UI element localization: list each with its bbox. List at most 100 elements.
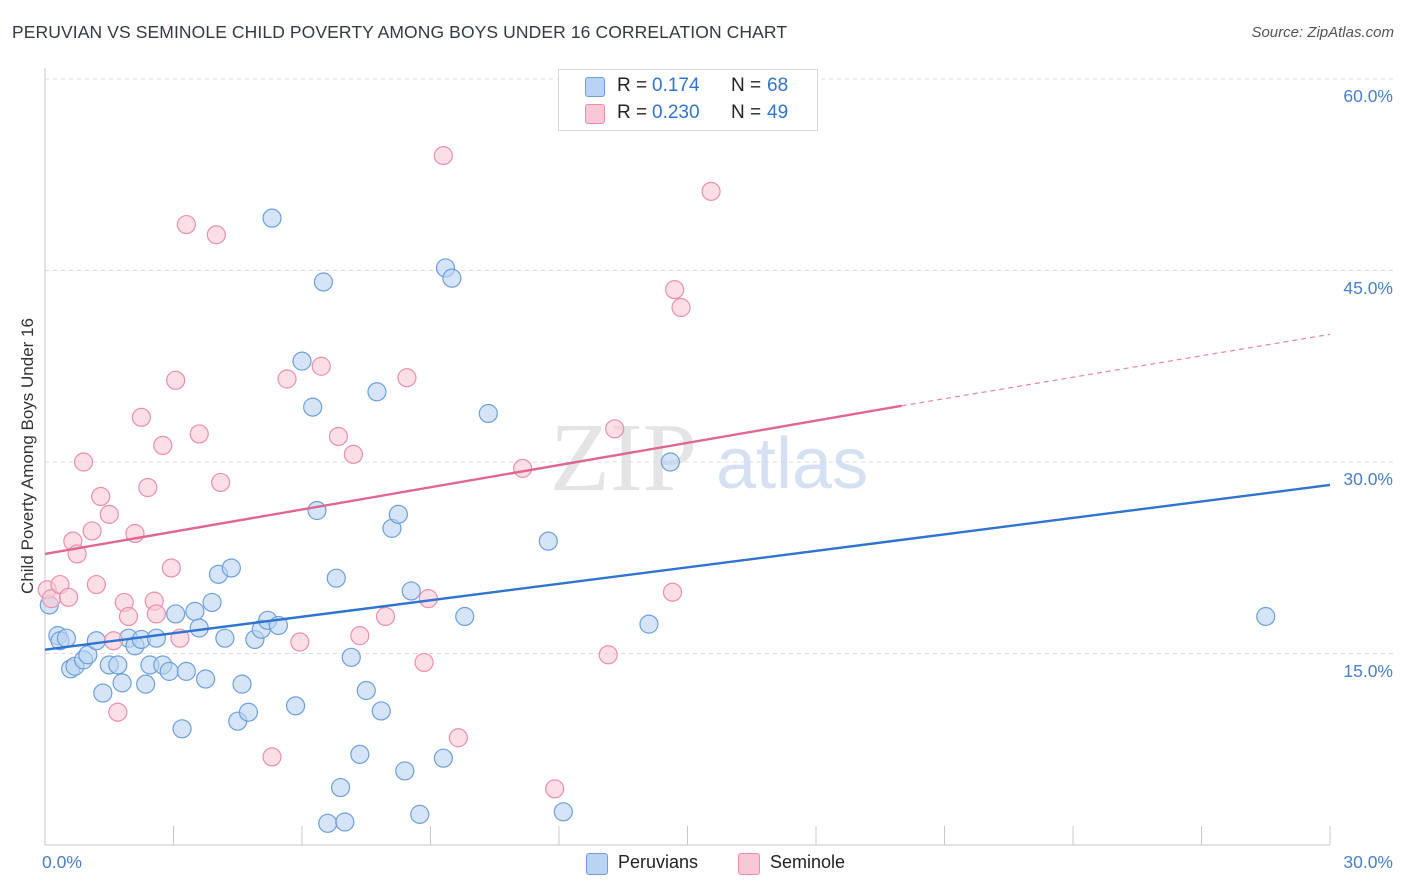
data-points — [37, 146, 1276, 833]
data-point — [131, 407, 151, 427]
watermark-atlas: atlas — [716, 424, 868, 504]
legend-r-value: 0.174 — [652, 75, 700, 96]
chart-title: PERUVIAN VS SEMINOLE CHILD POVERTY AMONG… — [12, 22, 788, 42]
data-point — [146, 628, 166, 648]
data-point — [86, 631, 107, 651]
regression-line-seminole — [44, 404, 902, 556]
x-tick-label-max: 30.0% — [1343, 852, 1393, 872]
legend-r-label: R = — [617, 102, 648, 123]
data-point — [665, 280, 685, 300]
series-swatch-pink — [738, 853, 760, 875]
data-point — [262, 208, 282, 228]
data-point — [538, 531, 558, 551]
data-point — [108, 702, 128, 722]
data-point — [388, 504, 408, 524]
data-point — [93, 683, 113, 703]
data-point — [326, 568, 346, 588]
data-point — [318, 813, 338, 833]
legend-n-label: N = — [731, 75, 762, 96]
correlation-legend: R = 0.174 N = 68 R = 0.230 N = 49 — [558, 69, 818, 131]
data-point — [553, 802, 573, 822]
data-point — [639, 614, 659, 634]
data-point — [86, 574, 107, 595]
data-point — [166, 370, 186, 390]
data-point — [433, 748, 453, 768]
data-point — [112, 673, 132, 693]
data-point — [356, 680, 376, 701]
data-point — [99, 504, 119, 524]
data-point — [311, 356, 331, 376]
legend-n-label: N = — [731, 102, 762, 123]
data-point — [330, 777, 351, 798]
data-point — [176, 661, 196, 681]
data-point — [335, 812, 355, 832]
x-tick-label-min: 0.0% — [42, 852, 82, 872]
data-point — [598, 645, 618, 665]
data-point — [153, 435, 173, 456]
data-point — [341, 647, 361, 667]
data-point — [185, 601, 205, 621]
data-point — [371, 701, 391, 721]
data-point — [397, 368, 417, 388]
data-point — [401, 581, 421, 601]
data-point — [58, 587, 79, 607]
data-point — [512, 458, 533, 478]
data-point — [215, 628, 235, 648]
data-point — [313, 272, 334, 292]
data-point — [73, 452, 94, 472]
data-point — [367, 382, 387, 402]
data-point — [662, 582, 683, 602]
regression-lines — [44, 333, 1331, 651]
data-point — [290, 632, 310, 652]
data-point — [277, 369, 297, 389]
regression-extension-seminole — [901, 333, 1331, 407]
data-point — [161, 558, 181, 578]
y-axis-label: Child Poverty Among Boys Under 16 — [18, 318, 37, 594]
data-point — [292, 351, 312, 371]
data-point — [202, 592, 222, 613]
data-point — [166, 604, 186, 624]
legend-n-value: 49 — [767, 102, 789, 123]
series-peruvians — [39, 208, 1276, 833]
data-point — [660, 452, 680, 472]
data-point — [176, 214, 196, 235]
legend-r-value: 0.230 — [652, 102, 700, 123]
axes — [44, 68, 1331, 846]
data-point — [410, 804, 430, 824]
data-point — [118, 606, 139, 627]
y-tick-label: 15.0% — [1343, 660, 1393, 681]
series-swatch-blue — [586, 853, 608, 875]
data-point — [414, 652, 434, 673]
data-point — [285, 696, 306, 716]
data-point — [146, 604, 166, 624]
y-tick-label: 60.0% — [1343, 86, 1393, 106]
data-point — [238, 702, 259, 722]
chart-source: Source: ZipAtlas.com — [1251, 24, 1394, 41]
data-point — [189, 424, 209, 444]
data-point — [433, 146, 453, 166]
series-label-peruvians: Peruvians — [618, 852, 699, 872]
data-point — [211, 472, 231, 493]
legend-swatch-pink — [585, 104, 605, 124]
data-point — [82, 521, 102, 541]
data-point — [605, 419, 625, 439]
legend-swatch-blue — [585, 77, 605, 97]
data-point — [375, 606, 396, 627]
data-point — [172, 719, 192, 739]
data-point — [136, 674, 156, 694]
data-point — [343, 444, 363, 464]
data-point — [455, 606, 475, 627]
data-point — [395, 761, 415, 781]
data-point — [196, 669, 216, 689]
data-point — [56, 628, 77, 648]
data-point — [307, 500, 327, 521]
series-seminole — [37, 146, 721, 799]
data-point — [232, 674, 252, 694]
y-tick-label: 30.0% — [1343, 469, 1393, 489]
data-point — [701, 181, 721, 201]
data-point — [442, 268, 462, 288]
series-label-seminole: Seminole — [770, 852, 846, 872]
data-point — [671, 297, 691, 318]
data-point — [108, 655, 128, 675]
